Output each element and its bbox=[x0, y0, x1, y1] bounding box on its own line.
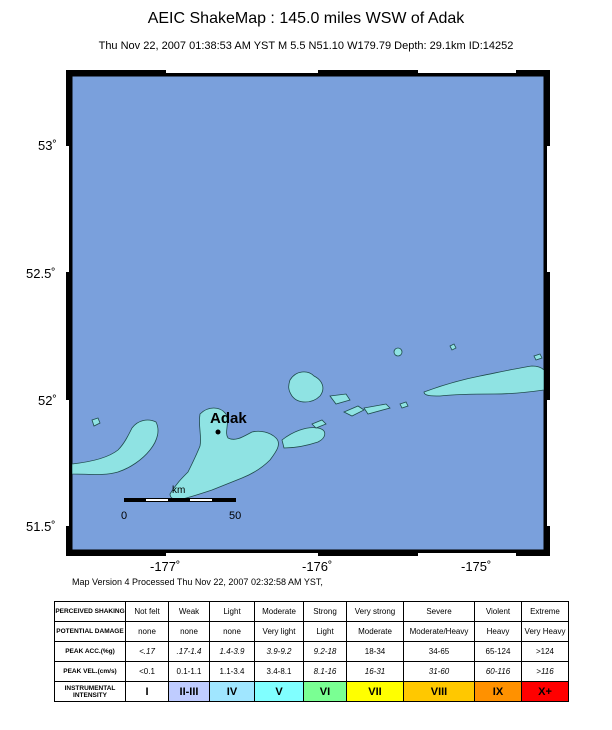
intensity-cell: IV bbox=[209, 681, 255, 702]
legend-row-vel: PEAK VEL.(cm/s) <0.1 0.1-1.1 1.1-3.4 3.4… bbox=[54, 661, 569, 682]
land-areas bbox=[71, 343, 545, 501]
event-subtitle: Thu Nov 22, 2007 01:38:53 AM YST M 5.5 N… bbox=[98, 40, 514, 52]
legend-cell: 34-65 bbox=[403, 641, 475, 662]
island-mid-3 bbox=[363, 403, 391, 415]
legend-cell: none bbox=[168, 621, 210, 642]
legend-cell: Moderate bbox=[254, 601, 304, 622]
intensity-cell: VII bbox=[346, 681, 404, 702]
legend-cell: Heavy bbox=[474, 621, 522, 642]
lat-label-53: 53˚ bbox=[38, 138, 57, 153]
legend-row-label: INSTRUMENTAL INTENSITY bbox=[54, 681, 126, 702]
intensity-cell: VI bbox=[303, 681, 347, 702]
legend-cell: 8.1-16 bbox=[303, 661, 347, 682]
legend-row-label: PEAK VEL.(cm/s) bbox=[54, 661, 126, 682]
legend-cell: none bbox=[125, 621, 169, 642]
legend-cell: 3.9-9.2 bbox=[254, 641, 304, 662]
island-mid-1 bbox=[329, 393, 351, 405]
lat-label-52: 52˚ bbox=[38, 393, 57, 408]
lat-label-52-5: 52.5˚ bbox=[26, 266, 56, 281]
legend-cell: 1.4-3.9 bbox=[209, 641, 255, 662]
lon-label-176: -176˚ bbox=[302, 559, 332, 574]
legend-cell: 0.1-1.1 bbox=[168, 661, 210, 682]
legend-row-intensity: INSTRUMENTAL INTENSITY I II-III IV V VI … bbox=[54, 681, 569, 702]
scale-unit: km bbox=[172, 485, 185, 496]
legend-cell: 60-116 bbox=[474, 661, 522, 682]
intensity-cell: VIII bbox=[403, 681, 475, 702]
legend-row-label: PERCEIVED SHAKING bbox=[54, 601, 126, 622]
legend-cell: 65-124 bbox=[474, 641, 522, 662]
legend-cell: 18-34 bbox=[346, 641, 404, 662]
legend-cell: Light bbox=[209, 601, 255, 622]
map-title: AEIC ShakeMap : 145.0 miles WSW of Adak bbox=[147, 10, 465, 27]
island-dot-4 bbox=[449, 343, 457, 351]
island-mid-4 bbox=[311, 419, 327, 429]
island-dot-1 bbox=[393, 347, 403, 357]
legend-cell: Extreme bbox=[521, 601, 569, 622]
legend-cell: 9.2-18 bbox=[303, 641, 347, 662]
intensity-cell: I bbox=[125, 681, 169, 702]
legend-cell: <.17 bbox=[125, 641, 169, 662]
legend-cell: <0.1 bbox=[125, 661, 169, 682]
city-label-adak: Adak bbox=[210, 410, 247, 427]
legend-cell: Very strong bbox=[346, 601, 404, 622]
lat-label-51-5: 51.5˚ bbox=[26, 519, 56, 534]
legend-cell: Not felt bbox=[125, 601, 169, 622]
legend-cell: Weak bbox=[168, 601, 210, 622]
island-dot-3 bbox=[533, 353, 543, 361]
island-west bbox=[71, 419, 159, 475]
island-mid-2 bbox=[343, 405, 365, 417]
scale-tick-0: 0 bbox=[121, 510, 127, 522]
island-adak-group bbox=[169, 407, 279, 501]
shakemap: Adak km 0 50 53˚ 52.5˚ 52˚ 51.5˚ -177˚ -… bbox=[26, 70, 550, 574]
legend-cell: 16-31 bbox=[346, 661, 404, 682]
intensity-cell: II-III bbox=[168, 681, 210, 702]
legend-cell: none bbox=[209, 621, 255, 642]
scale-bar: km 0 50 bbox=[121, 485, 241, 522]
island-kanaga bbox=[288, 371, 324, 403]
legend-cell: Moderate bbox=[346, 621, 404, 642]
island-small-1 bbox=[91, 417, 101, 427]
legend-cell: >116 bbox=[521, 661, 569, 682]
legend-cell: Light bbox=[303, 621, 347, 642]
legend-cell: Violent bbox=[474, 601, 522, 622]
ocean-area bbox=[71, 75, 545, 551]
island-east-adak bbox=[281, 427, 326, 449]
legend-cell: Strong bbox=[303, 601, 347, 622]
lon-label-175: -175˚ bbox=[461, 559, 491, 574]
version-line: Map Version 4 Processed Thu Nov 22, 2007… bbox=[72, 577, 323, 587]
legend-cell: 3.4-8.1 bbox=[254, 661, 304, 682]
legend-row-label: PEAK ACC.(%g) bbox=[54, 641, 126, 662]
legend-row-label: POTENTIAL DAMAGE bbox=[54, 621, 126, 642]
intensity-cell: X+ bbox=[521, 681, 569, 702]
legend-cell: 31-60 bbox=[403, 661, 475, 682]
legend-cell: >124 bbox=[521, 641, 569, 662]
scale-tick-50: 50 bbox=[229, 510, 241, 522]
intensity-legend: PERCEIVED SHAKING Not felt Weak Light Mo… bbox=[54, 601, 569, 702]
map-frame bbox=[66, 70, 550, 556]
legend-cell: Severe bbox=[403, 601, 475, 622]
legend-cell: 1.1-3.4 bbox=[209, 661, 255, 682]
intensity-cell: IX bbox=[474, 681, 522, 702]
legend-cell: Very Heavy bbox=[521, 621, 569, 642]
legend-row-damage: POTENTIAL DAMAGE none none none Very lig… bbox=[54, 621, 569, 642]
intensity-cell: V bbox=[254, 681, 304, 702]
adak-marker bbox=[215, 429, 221, 435]
legend-row-acc: PEAK ACC.(%g) <.17 .17-1.4 1.4-3.9 3.9-9… bbox=[54, 641, 569, 662]
legend-cell: Very light bbox=[254, 621, 304, 642]
legend-cell: Moderate/Heavy bbox=[403, 621, 475, 642]
legend-row-shaking: PERCEIVED SHAKING Not felt Weak Light Mo… bbox=[54, 601, 569, 622]
island-dot-2 bbox=[399, 401, 409, 409]
legend-cell: .17-1.4 bbox=[168, 641, 210, 662]
lon-label-177: -177˚ bbox=[150, 559, 180, 574]
